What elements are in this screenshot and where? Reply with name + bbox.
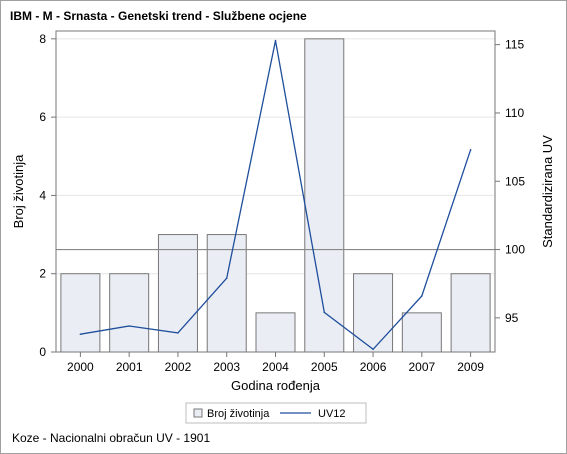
y2-tick-label: 115 bbox=[505, 38, 524, 52]
y-axis-title: Broj životinja bbox=[11, 154, 26, 228]
line-point-2002 bbox=[177, 332, 179, 334]
bar-2002 bbox=[157, 234, 198, 353]
legend-box bbox=[185, 402, 367, 424]
bar-2001 bbox=[109, 273, 150, 353]
y-tick-label: 0 bbox=[39, 345, 46, 359]
bar-2000 bbox=[60, 273, 101, 353]
bar-2005 bbox=[304, 38, 345, 353]
legend-label-bar: Broj životinja bbox=[207, 408, 270, 420]
line-point-2003 bbox=[225, 277, 228, 280]
y-tick-label: 8 bbox=[39, 32, 46, 46]
line-point-2005 bbox=[323, 311, 326, 314]
chart-title: IBM - M - Srnasta - Genetski trend - Slu… bbox=[10, 9, 307, 23]
y2-tick-label: 100 bbox=[505, 243, 525, 257]
y-tick-label: 6 bbox=[39, 110, 46, 124]
line-point-2001 bbox=[128, 325, 130, 327]
y-tick-label: 4 bbox=[39, 188, 46, 202]
bar-2006 bbox=[353, 273, 394, 353]
x-tick-label: 2005 bbox=[311, 360, 338, 374]
x-tick-label: 2006 bbox=[360, 360, 387, 374]
x-tick-label: 2003 bbox=[213, 360, 240, 374]
y2-tick-label: 95 bbox=[505, 311, 519, 325]
x-tick-label: 2000 bbox=[67, 360, 94, 374]
line-point-2006 bbox=[372, 348, 374, 351]
bar-2007 bbox=[401, 312, 442, 353]
x-axis-title: Godina rođenja bbox=[231, 378, 321, 393]
x-tick-label: 2007 bbox=[408, 360, 435, 374]
bar-2004 bbox=[255, 312, 296, 353]
y2-tick-label: 105 bbox=[505, 174, 525, 188]
line-point-2000 bbox=[79, 333, 82, 336]
footnote: Koze - Nacionalni obračun UV - 1901 bbox=[12, 431, 211, 445]
y2-axis-title: Standardizirana UV bbox=[540, 135, 555, 248]
bar-2009 bbox=[450, 273, 491, 353]
x-tick-label: 2004 bbox=[262, 360, 289, 374]
line-point-2004 bbox=[274, 39, 277, 42]
y-tick-label: 2 bbox=[39, 267, 46, 281]
legend-label-line: UV12 bbox=[318, 408, 346, 420]
y2-tick-label: 110 bbox=[505, 106, 524, 120]
line-point-2009 bbox=[469, 149, 472, 151]
x-tick-label: 2002 bbox=[165, 360, 192, 374]
line-point-2007 bbox=[421, 295, 423, 297]
x-tick-label: 2009 bbox=[457, 360, 484, 374]
x-tick-label: 2001 bbox=[116, 360, 143, 374]
legend-swatch-bar bbox=[193, 408, 203, 418]
